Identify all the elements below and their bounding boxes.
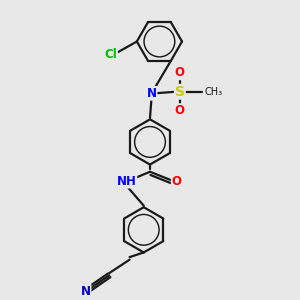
Text: O: O <box>172 175 182 188</box>
Text: N: N <box>147 87 157 100</box>
Text: NH: NH <box>116 175 136 188</box>
Text: O: O <box>175 104 185 117</box>
Text: S: S <box>175 85 185 99</box>
Text: Cl: Cl <box>104 48 117 61</box>
Text: N: N <box>81 284 91 298</box>
Text: CH₃: CH₃ <box>205 87 223 97</box>
Text: O: O <box>175 66 185 80</box>
